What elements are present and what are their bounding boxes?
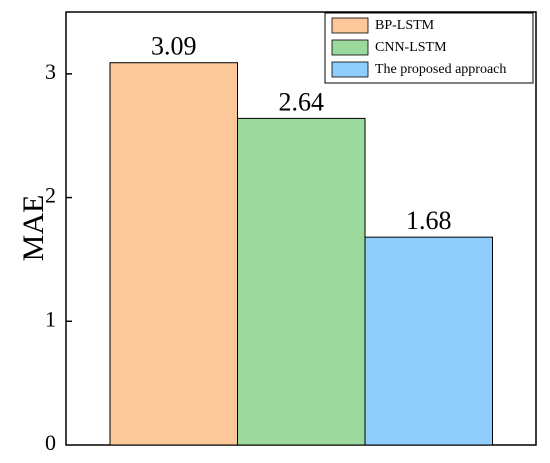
legend-label: CNN-LSTM <box>375 40 447 55</box>
bar <box>364 236 493 446</box>
legend-label: The proposed approach <box>375 62 506 77</box>
bar-value-label: 1.68 <box>406 206 452 235</box>
legend-swatch <box>331 39 369 56</box>
bar-value-label: 3.09 <box>151 32 197 61</box>
legend: BP-LSTM CNN-LSTM The proposed approach <box>324 12 534 84</box>
y-axis-title: MAE <box>17 195 50 262</box>
bars <box>109 62 493 446</box>
y-tick-label: 1 <box>45 306 56 331</box>
bar <box>109 62 238 446</box>
legend-swatch <box>331 61 369 78</box>
bar <box>237 117 366 446</box>
y-tick-label: 3 <box>45 59 56 84</box>
legend-label: BP-LSTM <box>375 18 435 33</box>
bar-value-label: 2.64 <box>279 87 325 116</box>
y-tick-label: 2 <box>45 183 56 208</box>
value-labels: 3.09 2.64 1.68 <box>151 32 452 235</box>
y-tick-label: 0 <box>45 430 56 455</box>
y-axis-ticks: 0 1 2 3 <box>45 59 72 455</box>
legend-swatch <box>331 17 369 34</box>
